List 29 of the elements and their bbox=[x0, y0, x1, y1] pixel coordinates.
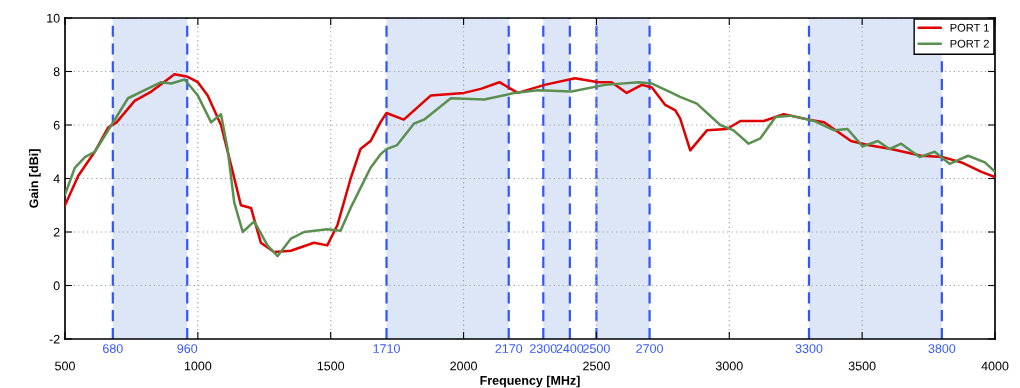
y-tick-label: 0 bbox=[53, 281, 60, 291]
x-tick-label: 1000 bbox=[184, 361, 212, 371]
x-tick-label: 2500 bbox=[583, 361, 610, 371]
x-tick-label: 3000 bbox=[715, 361, 743, 371]
ref-line-label: 2300 bbox=[530, 344, 557, 353]
ref-line-label: 3300 bbox=[795, 344, 823, 353]
x-tick-label: 3500 bbox=[848, 361, 876, 371]
y-tick-label: -2 bbox=[49, 334, 60, 344]
ref-line-label: 680 bbox=[103, 344, 123, 353]
legend-label: PORT 1 bbox=[950, 23, 989, 32]
ref-line-label: 1710 bbox=[373, 344, 400, 353]
y-tick-label: 6 bbox=[53, 120, 60, 130]
legend-label: PORT 2 bbox=[950, 39, 989, 48]
ref-line-label: 2400 bbox=[556, 344, 584, 353]
ref-line-label: 2700 bbox=[636, 344, 663, 353]
y-tick-label: 10 bbox=[47, 13, 60, 23]
x-tick-label: 4000 bbox=[981, 361, 1009, 371]
ref-line-label: 2170 bbox=[495, 344, 523, 353]
y-tick-label: 2 bbox=[53, 227, 60, 237]
x-tick-label: 2000 bbox=[450, 361, 477, 371]
ref-line-label: 2500 bbox=[583, 344, 610, 353]
x-axis-title: Frequency [MHz] bbox=[480, 375, 580, 388]
x-tick-label: 1500 bbox=[317, 361, 345, 371]
y-tick-label: 4 bbox=[53, 174, 60, 184]
ref-line-label: 3800 bbox=[928, 344, 956, 353]
x-tick-label: 500 bbox=[55, 361, 75, 371]
ref-line-label: 960 bbox=[177, 344, 198, 353]
y-axis-title: Gain [dBi] bbox=[29, 149, 41, 208]
y-tick-label: 8 bbox=[53, 67, 60, 77]
